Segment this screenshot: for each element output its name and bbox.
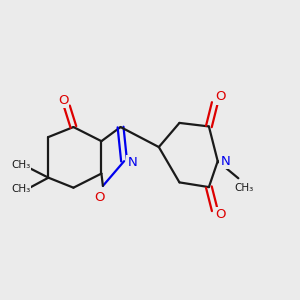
Text: N: N [220,155,230,168]
Text: O: O [94,190,105,204]
Text: O: O [58,94,68,107]
Text: CH₃: CH₃ [11,160,31,170]
Text: N: N [128,157,137,169]
Text: CH₃: CH₃ [11,184,31,194]
Text: O: O [215,208,225,221]
Text: O: O [215,91,225,103]
Text: CH₃: CH₃ [235,183,254,193]
